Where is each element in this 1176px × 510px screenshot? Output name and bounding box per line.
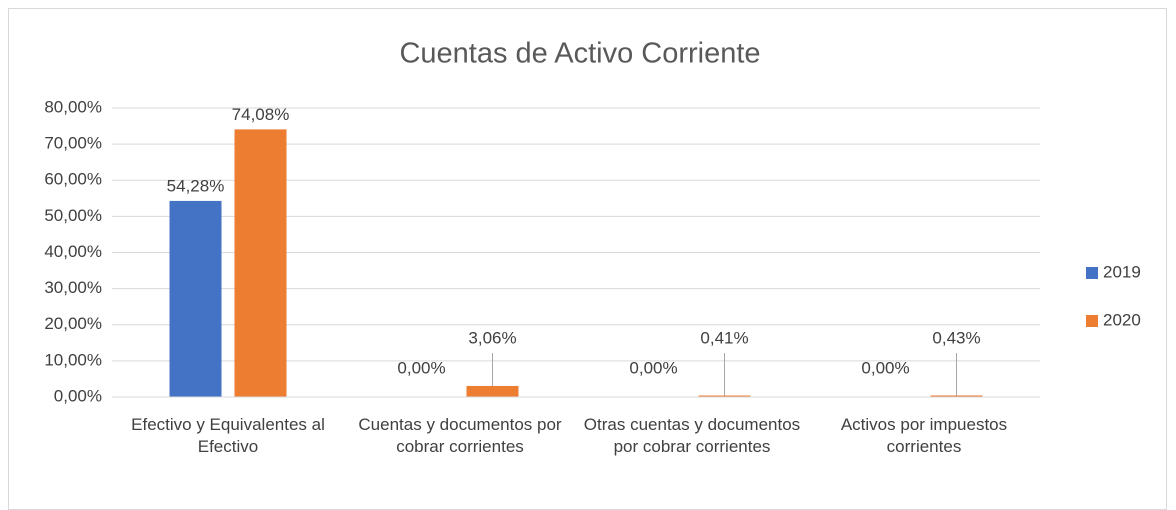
x-tick-label: Otras cuentas y documentos por cobrar co… <box>583 415 801 456</box>
bar <box>169 200 222 397</box>
legend-swatch <box>1086 267 1098 279</box>
data-label: 54,28% <box>167 176 225 195</box>
x-tick-label: Activos por impuestos corrientes <box>840 415 1008 456</box>
y-tick-label: 80,00% <box>44 97 102 116</box>
bar <box>466 385 519 397</box>
y-tick-label: 10,00% <box>44 350 102 369</box>
y-tick-label: 60,00% <box>44 170 102 189</box>
x-tick-label: Cuentas y documentos por cobrar corrient… <box>358 415 562 456</box>
data-label: 0,00% <box>397 358 445 377</box>
bar <box>930 395 983 397</box>
y-tick-label: 0,00% <box>54 386 102 405</box>
data-label: 0,00% <box>629 358 677 377</box>
bar <box>698 395 751 397</box>
chart-title: Cuentas de Activo Corriente <box>399 38 760 70</box>
data-label: 0,00% <box>861 358 909 377</box>
bar <box>234 129 287 398</box>
x-tick-label: Efectivo y Equivalentes al Efectivo <box>131 415 325 456</box>
y-tick-label: 30,00% <box>44 278 102 297</box>
data-label: 0,43% <box>932 328 980 347</box>
legend-label: 2019 <box>1103 262 1141 281</box>
y-tick-label: 40,00% <box>44 242 102 261</box>
y-tick-label: 70,00% <box>44 134 102 153</box>
data-label: 74,08% <box>232 105 290 124</box>
data-label: 0,41% <box>700 328 748 347</box>
y-tick-label: 50,00% <box>44 206 102 225</box>
data-label: 3,06% <box>468 328 516 347</box>
legend-swatch <box>1086 315 1098 327</box>
y-tick-label: 20,00% <box>44 314 102 333</box>
legend-label: 2020 <box>1103 310 1141 329</box>
